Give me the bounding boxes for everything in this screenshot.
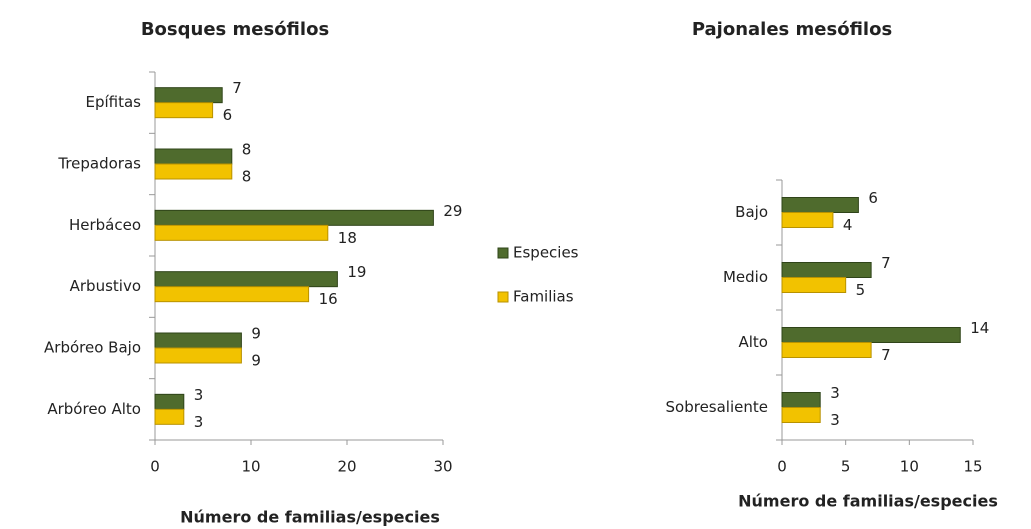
value-label: 7 — [881, 346, 891, 364]
value-label: 18 — [338, 229, 357, 247]
bar — [154, 163, 233, 180]
y-tick-label: Herbáceo — [69, 216, 141, 234]
value-label: 5 — [856, 281, 866, 299]
bar — [781, 327, 961, 343]
x-axis-label: Número de familias/especies — [180, 508, 440, 527]
chart-title: Bosques mesófilos — [141, 19, 329, 40]
x-tick-label: 0 — [777, 458, 787, 476]
value-label: 9 — [251, 325, 261, 343]
x-tick-label: 0 — [150, 458, 160, 476]
y-tick-label: Trepadoras — [57, 155, 141, 173]
value-label: 7 — [881, 254, 891, 272]
y-tick-label: Sobresaliente — [666, 398, 768, 416]
value-label: 3 — [194, 413, 204, 431]
legend-label: Especies — [513, 244, 579, 262]
bar — [781, 407, 821, 423]
value-label: 7 — [232, 79, 242, 97]
x-axis-label: Número de familias/especies — [738, 492, 998, 511]
bar — [154, 286, 310, 303]
bar — [154, 332, 242, 349]
value-label: 3 — [830, 384, 840, 402]
value-label: 14 — [970, 319, 989, 337]
value-label: 19 — [347, 263, 366, 281]
bar — [781, 262, 872, 278]
bar — [154, 271, 338, 288]
y-tick-label: Arbóreo Bajo — [44, 339, 141, 357]
legend-swatch — [497, 247, 509, 259]
x-tick-label: 30 — [433, 458, 452, 476]
value-label: 8 — [242, 141, 252, 159]
bar — [154, 224, 329, 241]
chart-title: Pajonales mesófilos — [692, 19, 892, 40]
legend-label: Familias — [513, 288, 574, 306]
bar — [154, 393, 185, 410]
bar — [781, 392, 821, 408]
y-tick-label: Alto — [739, 333, 769, 351]
bar — [154, 408, 185, 425]
y-tick-label: Epífitas — [85, 93, 141, 111]
x-tick-label: 5 — [841, 458, 851, 476]
bar — [781, 277, 847, 293]
y-tick-label: Arbóreo Alto — [47, 400, 141, 418]
value-label: 3 — [830, 411, 840, 429]
y-tick-label: Medio — [723, 268, 768, 286]
x-tick-label: 10 — [900, 458, 919, 476]
x-tick-label: 10 — [241, 458, 260, 476]
bar — [154, 148, 233, 165]
value-label: 29 — [443, 202, 462, 220]
y-tick-label: Arbustivo — [70, 277, 141, 295]
value-label: 16 — [319, 290, 338, 308]
legend-swatch — [497, 291, 509, 303]
value-label: 3 — [194, 386, 204, 404]
x-tick-label: 20 — [337, 458, 356, 476]
bar — [154, 209, 434, 226]
bar — [154, 87, 223, 104]
value-label: 6 — [868, 189, 878, 207]
value-label: 4 — [843, 216, 853, 234]
value-label: 6 — [223, 106, 233, 124]
y-tick-label: Bajo — [735, 203, 768, 221]
value-label: 8 — [242, 168, 252, 186]
bar — [154, 347, 242, 364]
x-tick-label: 15 — [963, 458, 982, 476]
bar — [781, 212, 834, 228]
bar — [154, 102, 214, 119]
bar — [781, 197, 859, 213]
bar — [781, 342, 872, 358]
value-label: 9 — [251, 352, 261, 370]
